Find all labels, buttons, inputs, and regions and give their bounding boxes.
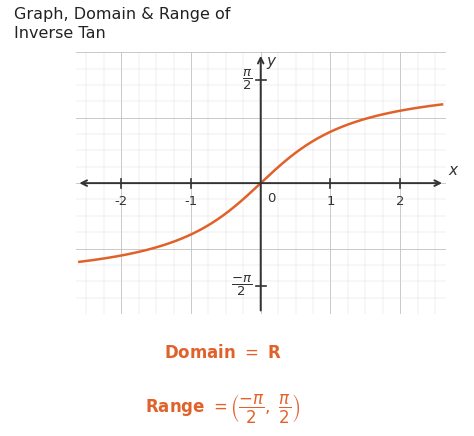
Text: x: x [448, 163, 457, 178]
Text: Domain $=$ R: Domain $=$ R [164, 344, 282, 362]
Text: Range $= \left(\dfrac{-\pi}{2},\ \dfrac{\pi}{2}\right)$: Range $= \left(\dfrac{-\pi}{2},\ \dfrac{… [145, 392, 301, 426]
Text: $\dfrac{\pi}{2}$: $\dfrac{\pi}{2}$ [242, 68, 252, 92]
Text: $\dfrac{-\pi}{2}$: $\dfrac{-\pi}{2}$ [231, 274, 252, 298]
Text: y: y [266, 54, 275, 68]
Text: 2: 2 [396, 195, 404, 208]
Text: 0: 0 [267, 192, 275, 205]
Text: -2: -2 [115, 195, 128, 208]
Text: -1: -1 [184, 195, 198, 208]
Text: Graph, Domain & Range of: Graph, Domain & Range of [14, 7, 230, 21]
Text: 1: 1 [326, 195, 335, 208]
Text: Inverse Tan: Inverse Tan [14, 26, 106, 41]
